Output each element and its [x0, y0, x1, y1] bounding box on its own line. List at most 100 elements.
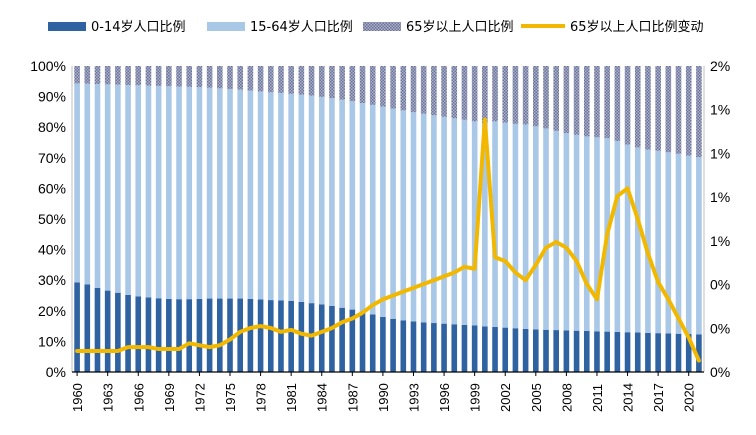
y-right-tick-label: 1% [710, 189, 730, 205]
bar-1964-s2 [115, 66, 121, 85]
bar-1995-s1 [431, 115, 437, 324]
bar-1989-s2 [369, 66, 376, 105]
bar-1986-s1 [339, 99, 345, 308]
x-tick-label: 1984 [315, 383, 330, 412]
bar-2021-s2 [696, 66, 702, 158]
legend-item-2: 65岁以上人口比例 [363, 20, 514, 35]
bar-1973-s0 [206, 298, 213, 372]
bar-1977-s2 [247, 66, 254, 91]
legend-swatch [207, 22, 245, 31]
bar-2018-s0 [665, 333, 672, 372]
bar-2009-s1 [573, 134, 580, 331]
bar-1970-s0 [176, 299, 182, 372]
bar-1976-s0 [237, 298, 243, 372]
bar-1972-s2 [196, 66, 203, 88]
bar-2008-s2 [563, 66, 570, 134]
x-tick-label: 1993 [406, 383, 421, 412]
bar-1984-s0 [318, 304, 325, 372]
bar-1983-s2 [308, 66, 315, 96]
bar-1974-s2 [217, 66, 223, 89]
bar-1963-s1 [104, 84, 111, 291]
bar-2001-s0 [492, 327, 498, 372]
x-tick-label: 2011 [590, 384, 605, 412]
bar-2010-s1 [583, 136, 590, 331]
bar-1973-s1 [206, 87, 213, 299]
bar-2004-s2 [522, 66, 529, 125]
bar-1969-s2 [166, 66, 172, 87]
bar-1975-s2 [227, 66, 233, 89]
bar-1977-s0 [247, 298, 254, 372]
bar-1992-s1 [400, 110, 407, 321]
bar-1991-s2 [390, 66, 396, 109]
bar-1996-s1 [441, 116, 447, 324]
bar-2010-s0 [583, 331, 590, 372]
bar-2002-s0 [502, 327, 509, 372]
bar-2015-s0 [634, 332, 641, 372]
bar-1979-s1 [267, 92, 274, 301]
bar-1998-s0 [461, 324, 468, 372]
x-tick-label: 2020 [682, 383, 697, 412]
bar-1992-s2 [400, 66, 407, 111]
bar-1986-s0 [339, 307, 345, 372]
bar-2020-s1 [685, 155, 692, 335]
x-tick-label: 1996 [437, 383, 452, 412]
bar-1982-s1 [298, 94, 305, 302]
x-tick-label: 1966 [131, 383, 146, 412]
bar-1976-s1 [237, 89, 243, 299]
y-left-tick-label: 10% [38, 333, 66, 349]
bar-1988-s1 [359, 103, 366, 313]
bar-1988-s2 [359, 66, 366, 104]
bar-2009-s0 [573, 330, 580, 372]
x-tick-label: 1978 [254, 383, 269, 412]
bar-1979-s2 [267, 66, 274, 93]
bar-1988-s0 [359, 312, 366, 372]
bar-2000-s2 [482, 66, 488, 124]
bar-1968-s1 [155, 85, 162, 299]
bar-1980-s2 [278, 66, 284, 93]
bar-1960-s0 [74, 282, 80, 372]
bar-1978-s2 [257, 66, 264, 92]
y-right-tick-label: 0% [710, 320, 730, 336]
bar-1996-s2 [441, 66, 447, 117]
bar-1966-s1 [135, 85, 142, 297]
bar-1978-s0 [257, 299, 264, 372]
x-tick-label: 1960 [70, 383, 85, 412]
bar-1961-s0 [84, 284, 91, 372]
bar-2008-s1 [563, 133, 570, 331]
bar-1999-s2 [471, 66, 478, 122]
bar-2003-s0 [512, 328, 519, 372]
bar-1981-s0 [288, 301, 294, 372]
bar-2004-s1 [522, 124, 529, 329]
bar-2002-s1 [502, 122, 509, 328]
y-right-tick-label: 1% [710, 145, 730, 161]
bar-1974-s0 [217, 298, 223, 372]
bar-1975-s1 [227, 88, 233, 299]
bar-2017-s1 [655, 150, 661, 334]
bar-1990-s1 [380, 106, 386, 317]
bar-1965-s0 [125, 294, 131, 372]
x-tick-label: 1999 [468, 383, 483, 412]
bar-2021-s1 [696, 157, 702, 335]
bar-1985-s0 [329, 305, 335, 372]
bar-1963-s2 [104, 66, 111, 85]
bar-1967-s0 [145, 297, 152, 372]
bar-1989-s1 [369, 104, 376, 315]
x-tick-label: 2017 [651, 383, 666, 412]
bar-1965-s2 [125, 66, 131, 85]
bar-1984-s2 [318, 66, 325, 97]
y-left-tick-label: 70% [38, 150, 66, 166]
bar-1980-s1 [278, 92, 284, 301]
bar-2016-s0 [645, 332, 651, 372]
y-right-tick-label: 1% [710, 102, 730, 118]
bar-1964-s0 [115, 292, 121, 372]
x-tick-label: 1963 [101, 383, 116, 412]
bar-2017-s0 [655, 333, 661, 372]
bar-2008-s0 [563, 330, 570, 372]
y-right-tick-label: 0% [710, 277, 730, 293]
bar-1971-s0 [186, 299, 193, 372]
legend-label: 15-64岁人口比例 [250, 20, 353, 35]
line-series-65plus-change [75, 117, 701, 363]
bar-1968-s2 [155, 66, 162, 86]
